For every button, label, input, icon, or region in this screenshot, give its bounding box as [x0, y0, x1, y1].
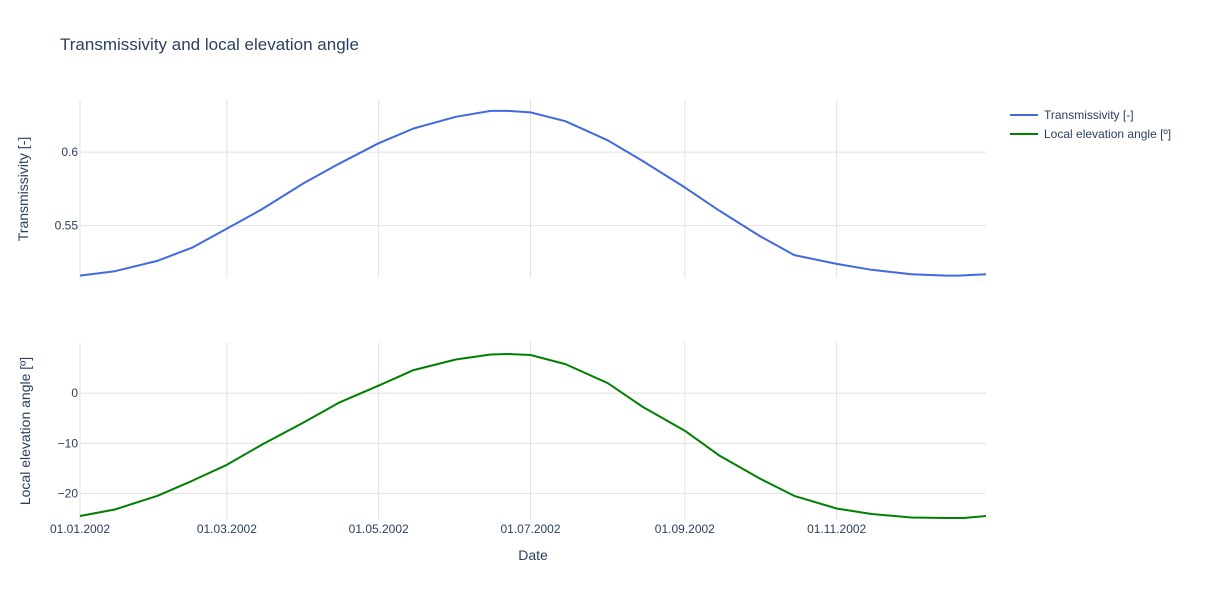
x-tick-label: 01.01.2002	[50, 522, 110, 536]
x-tick-label: 01.03.2002	[197, 522, 257, 536]
subplot-elevation: −20 −10 0 Local elevation angle [º]	[17, 342, 987, 520]
chart-title: Transmissivity and local elevation angle	[60, 35, 359, 54]
legend-label-elevation: Local elevation angle [º]	[1044, 127, 1171, 141]
x-tick-label: 01.05.2002	[349, 522, 409, 536]
subplot-transmissivity: 0.55 0.6 Transmissivity [-]	[15, 100, 987, 278]
x-tick-label: 01.09.2002	[655, 522, 715, 536]
x-axis-ticks: 01.01.2002 01.03.2002 01.05.2002 01.07.2002…	[50, 522, 867, 536]
y-tick-label: 0.6	[61, 145, 78, 159]
y-axis-title-transmissivity: Transmissivity [-]	[15, 137, 31, 241]
series-line-elevation	[79, 353, 987, 519]
y-tick-label: −20	[58, 486, 79, 500]
x-tick-label: 01.11.2002	[807, 522, 866, 536]
series-line-transmissivity	[79, 109, 987, 277]
x-axis-title: Date	[518, 547, 548, 563]
y-tick-label: 0.55	[55, 219, 79, 233]
legend-label-transmissivity: Transmissivity [-]	[1044, 108, 1134, 122]
y-axis-title-elevation: Local elevation angle [º]	[17, 357, 33, 505]
legend-item-elevation[interactable]: Local elevation angle [º]	[1010, 127, 1171, 141]
y-tick-label: 0	[71, 386, 78, 400]
legend-item-transmissivity[interactable]: Transmissivity [-]	[1010, 108, 1134, 122]
y-tick-label: −10	[58, 436, 79, 450]
legend: Transmissivity [-] Local elevation angle…	[1010, 108, 1171, 141]
x-tick-label: 01.07.2002	[500, 522, 560, 536]
